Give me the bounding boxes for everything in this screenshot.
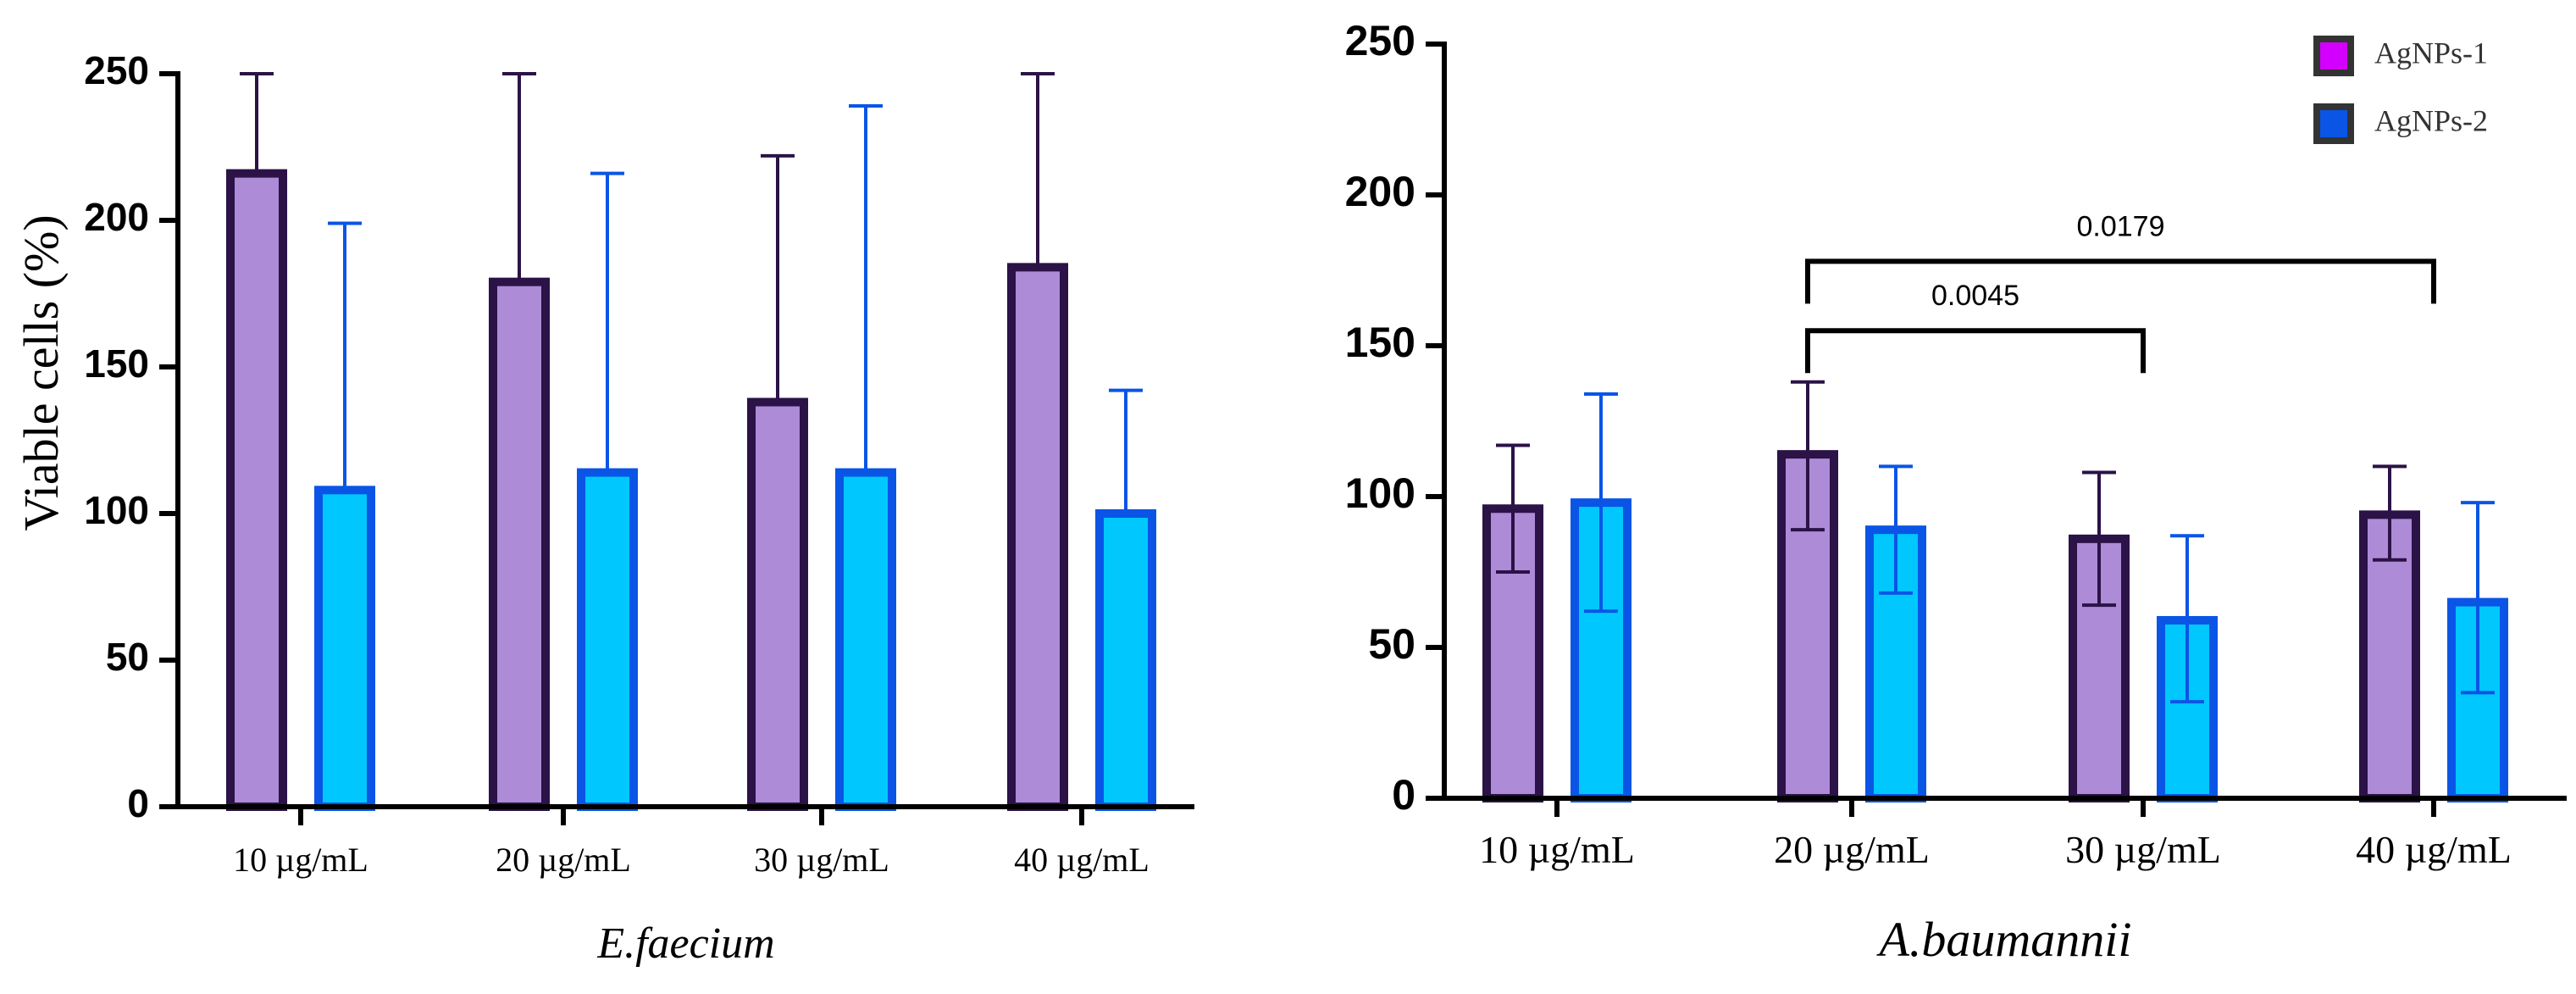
significance-label: 0.0179: [2077, 210, 2165, 242]
bar-agnps-1-2: [489, 277, 550, 812]
x-tick-label: 30 µg/mL: [2065, 828, 2221, 871]
y-tick-label: 100: [84, 488, 149, 532]
bar-agnps-1-3: [747, 397, 808, 811]
bar-agnps-1-4: [2359, 510, 2420, 802]
y-tick-label: 250: [1345, 17, 1415, 64]
legend-label: AgNPs-1: [2374, 36, 2488, 69]
y-tick-label: 0: [1392, 771, 1415, 819]
x-tick-label: 10 µg/mL: [1479, 828, 1635, 871]
legend-swatch-1: [2313, 36, 2354, 76]
significance-bracket-1: [1805, 328, 2146, 374]
legend-label: AgNPs-2: [2374, 103, 2488, 137]
y-tick-label: 100: [1345, 469, 1415, 517]
chart-panel-1: 0 50 100 150 200 250 10 µg/mL 20 µg/mL 30 µg/mL 4…: [14, 48, 1194, 968]
x-tick-label: 30 µg/mL: [754, 841, 889, 879]
y-tick-label: 150: [84, 342, 149, 386]
y-tick-label: 0: [127, 781, 149, 825]
x-tick-label: 40 µg/mL: [2356, 828, 2512, 871]
bar-agnps-1-4: [1007, 263, 1068, 811]
significance-bracket-2: [1805, 258, 2436, 304]
x-tick-label: 10 µg/mL: [233, 841, 368, 879]
x-tick-label: 40 µg/mL: [1014, 841, 1150, 879]
y-tick-label: 50: [106, 635, 149, 679]
y-tick-label: 250: [84, 48, 149, 92]
chart-panel-2: 0 50 100 150 200 250 10 µg/mL 20 µg/mL 30 µg/mL 4…: [1345, 17, 2567, 967]
bar-agnps-1-1: [226, 169, 287, 811]
significance-label: 0.0045: [1931, 280, 2019, 312]
legend-swatch-2: [2313, 103, 2354, 144]
bar-agnps-2-3: [835, 468, 896, 811]
panel-title: E.faecium: [596, 919, 774, 968]
y-tick-label: 50: [1368, 620, 1415, 668]
y-tick-label: 150: [1345, 319, 1415, 366]
y-tick-label: 200: [1345, 168, 1415, 215]
x-tick-label: 20 µg/mL: [1774, 828, 1930, 871]
y-tick-label: 200: [84, 195, 149, 239]
bar-agnps-2-1: [314, 486, 375, 811]
x-tick-label: 20 µg/mL: [496, 841, 631, 879]
y-axis-label: Viable cells (%): [14, 214, 69, 530]
bar-agnps-2-4: [1095, 509, 1156, 811]
panel-title: A.baumannii: [1875, 912, 2131, 967]
bar-agnps-2-2: [577, 468, 638, 811]
